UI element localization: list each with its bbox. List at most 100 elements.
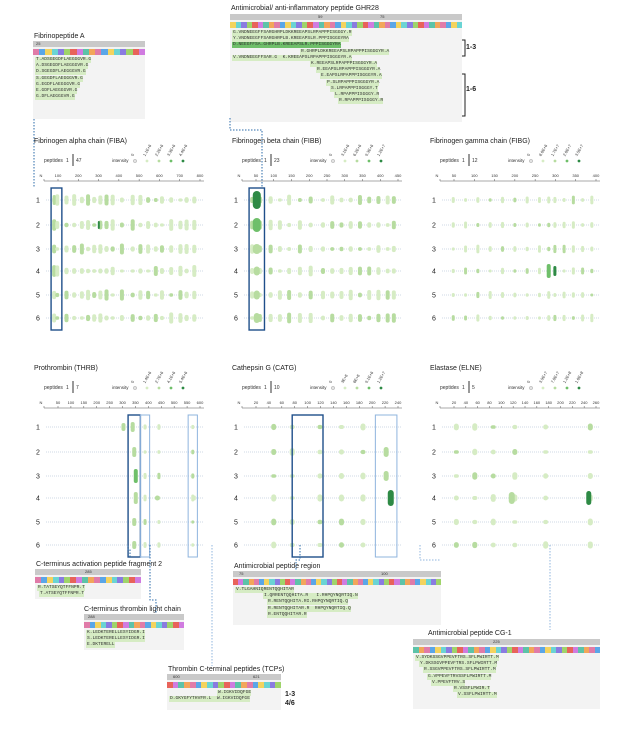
lane-label: 2: [432, 450, 436, 457]
residue-color-cell: [156, 622, 162, 628]
residue-color-cell: [418, 22, 424, 28]
intensity-legend-swatch: [181, 159, 185, 163]
residue-color-cell: [167, 682, 173, 688]
axis-tick-label: 500: [136, 173, 143, 178]
peptide-intensity-mark: [153, 222, 158, 228]
axis-tick-label: 700: [176, 173, 183, 178]
peptide-intensity-mark: [192, 196, 197, 204]
peptide-intensity-mark: [138, 290, 143, 300]
peptide-intensity-mark: [451, 268, 455, 274]
peptide-intensity-mark: [464, 221, 468, 229]
residue-color-cell: [64, 49, 71, 55]
peptide-intensity-mark: [153, 293, 158, 297]
peptide-intensity-mark: [472, 423, 478, 431]
peptide-sequence: L.RPAPPPISGGGY.R: [334, 92, 380, 98]
residue-color-cell: [184, 682, 190, 688]
residue-color-cell: [195, 682, 202, 688]
peptide-intensity-mark: [308, 245, 313, 253]
axis-tick-label: 200: [512, 173, 519, 178]
peptide-intensity-mark: [121, 423, 126, 431]
peptide-intensity-mark: [451, 247, 455, 251]
peptide-intensity-mark: [488, 315, 492, 321]
lane-label: 2: [234, 223, 238, 230]
sequence-color-strip: [413, 647, 600, 653]
peptide-intensity-mark: [513, 316, 517, 320]
residue-color-cell: [435, 647, 441, 653]
residue-color-cell: [357, 579, 364, 585]
panel-fiba: Fibrinogen alpha chain (FIBA) peptides 1 47…: [30, 138, 208, 338]
peptide-intensity-mark: [184, 268, 189, 274]
peptide-intensity-mark: [79, 316, 84, 320]
intensity-label: intensity: [112, 385, 129, 390]
peptide-intensity-mark: [98, 244, 103, 254]
peptide-intensity-mark: [330, 221, 335, 229]
peptide-intensity-mark: [590, 195, 594, 205]
lane-label: 3: [432, 247, 436, 254]
residue-color-cell: [446, 647, 452, 653]
lane-label: 5: [234, 293, 238, 300]
peptide-intensity-mark: [571, 267, 575, 275]
intensity-legend-swatch: [355, 386, 359, 390]
residue-color-cell: [440, 22, 446, 28]
residue-number-end: 75: [380, 14, 385, 19]
residue-color-cell: [167, 622, 173, 628]
peptide-intensity-mark: [86, 289, 91, 301]
peptide-intensity-mark: [338, 494, 344, 502]
residue-color-cell: [378, 579, 384, 585]
tcp-box: 600 621 W.IGKVIDQFGE D.GKYGFYTHVFR.L W.IG…: [167, 674, 282, 710]
peptide-intensity-mark: [297, 313, 302, 323]
peptide-intensity-mark: [86, 314, 91, 322]
peptides-min: 1: [66, 158, 69, 164]
peptide-sequence: S.LRPAPPPISGGGY.T: [330, 85, 378, 92]
peptide-intensity-mark: [104, 268, 109, 274]
peptide-intensity-mark: [138, 194, 143, 206]
peptide-intensity-mark: [79, 243, 84, 255]
axis-tick-label: 550: [184, 400, 191, 405]
peptide-intensity-mark: [525, 268, 529, 274]
peptide-intensity-mark: [537, 197, 541, 203]
peptides-min: 1: [264, 158, 267, 164]
residue-color-cell: [404, 579, 410, 585]
residue-number: 25: [36, 41, 41, 46]
axis-tick-label: N: [40, 400, 43, 405]
peptide-intensity-mark: [553, 222, 557, 228]
peptide-intensity-mark: [178, 265, 183, 277]
residue-color-cell: [58, 577, 65, 583]
peptide-intensity-mark: [451, 292, 455, 298]
peptide-intensity-mark: [488, 198, 492, 202]
peptide-intensity-mark: [367, 196, 372, 204]
residue-color-cell: [82, 49, 89, 55]
residue-color-cell: [346, 22, 352, 28]
intensity-legend-swatch: [157, 159, 161, 163]
peptide-intensity-mark: [360, 518, 366, 526]
amp-region-box: 75 100 V.TLGAHNIQRENTQQHITAR I.QRRENTQQHI…: [233, 571, 442, 625]
peptide-intensity-mark: [490, 542, 496, 548]
lane-label: 1: [234, 198, 238, 205]
residue-color-cell: [399, 579, 405, 585]
residue-color-cell: [583, 647, 589, 653]
peptide-intensity-mark: [252, 218, 261, 232]
axis-tick-label: 350: [572, 173, 579, 178]
residue-color-cell: [235, 22, 242, 28]
connector-line: [229, 118, 263, 188]
peptide-intensity-mark: [297, 220, 302, 230]
residue-color-cell: [501, 647, 507, 653]
residue-color-cell: [243, 579, 249, 585]
peptide-intensity-mark: [476, 268, 480, 274]
axis-tick-label: 400: [593, 173, 600, 178]
residue-color-cell: [218, 682, 225, 688]
residue-color-cell: [512, 647, 518, 653]
peptide-intensity-mark: [348, 221, 353, 229]
panel-thrb: Prothrombin (THRB) peptides 1 7 intensity 0 1.…: [30, 365, 208, 565]
peptide-intensity-mark: [376, 245, 381, 253]
peptide-intensity-mark: [453, 450, 459, 454]
region-highlight-box: [187, 414, 198, 558]
peptide-intensity-mark: [553, 196, 557, 204]
residue-color-cell: [138, 49, 145, 55]
peptide-sequence: D.NEEGFFSA.GHRPLB.KREEAPSLR.PPPISGGGYRA: [232, 42, 341, 49]
panel-catg: Cathepsin G (CATG) peptides 1 10 intensity 0 3…: [228, 365, 406, 565]
peptide-intensity-mark: [348, 197, 353, 203]
residue-color-cell: [420, 579, 426, 585]
axis-tick-label: 400: [145, 400, 152, 405]
lane-label: 3: [36, 247, 40, 254]
